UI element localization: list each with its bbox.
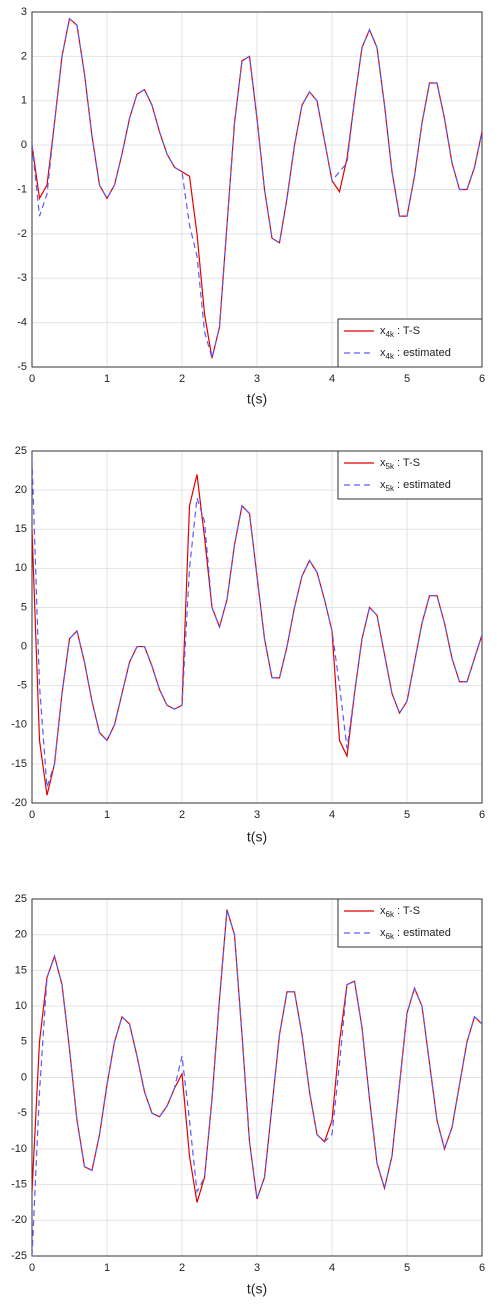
x-tick-label: 4 bbox=[329, 1262, 335, 1274]
legend-rest: : T-S bbox=[394, 325, 420, 337]
y-tick-label: 25 bbox=[15, 445, 27, 457]
y-tick-label: -5 bbox=[17, 1107, 27, 1119]
legend-var: x bbox=[380, 347, 386, 359]
legend-var: x bbox=[380, 479, 386, 491]
legend-box bbox=[337, 318, 483, 368]
x-tick-label: 1 bbox=[104, 809, 110, 821]
x-tick-label: 6 bbox=[479, 1262, 485, 1274]
y-tick-label: 3 bbox=[21, 6, 27, 18]
y-tick-label: 5 bbox=[21, 601, 27, 613]
y-tick-label: 15 bbox=[15, 523, 27, 535]
legend-var: x bbox=[380, 905, 386, 917]
legend-sub: 5k bbox=[386, 484, 395, 493]
series-line bbox=[32, 458, 482, 788]
legend-label: x4k : estimated bbox=[380, 347, 451, 361]
x-tick-label: 0 bbox=[29, 1262, 35, 1274]
series-line bbox=[32, 17, 482, 361]
legend-label: x5k : T-S bbox=[380, 457, 420, 471]
legend-sub: 4k bbox=[386, 352, 395, 361]
x-tick-label: 2 bbox=[179, 1262, 185, 1274]
x-tick-label: 1 bbox=[104, 373, 110, 385]
y-tick-label: 1 bbox=[21, 95, 27, 107]
axes-frame bbox=[31, 450, 483, 804]
y-tick-label: 10 bbox=[15, 562, 27, 574]
y-tick-label: -1 bbox=[17, 183, 27, 195]
x-tick-label: 5 bbox=[404, 809, 410, 821]
legend-var: x bbox=[380, 457, 386, 469]
y-tick-label: -15 bbox=[11, 758, 27, 770]
legend-sub: 6k bbox=[386, 932, 395, 941]
legend-sub: 5k bbox=[386, 462, 395, 471]
legend-box bbox=[337, 898, 483, 948]
y-tick-label: -15 bbox=[11, 1179, 27, 1191]
legend-rest: : estimated bbox=[394, 479, 451, 491]
legend-sub: 4k bbox=[386, 330, 395, 339]
x-axis-label: t(s) bbox=[247, 829, 267, 845]
axes-frame bbox=[31, 898, 483, 1257]
x-tick-label: 0 bbox=[29, 373, 35, 385]
y-tick-label: -3 bbox=[17, 272, 27, 284]
y-tick-label: 5 bbox=[21, 1036, 27, 1048]
x-tick-label: 1 bbox=[104, 1262, 110, 1274]
legend-rest: : T-S bbox=[394, 457, 420, 469]
x-axis-label: t(s) bbox=[247, 391, 267, 407]
legend-rest: : estimated bbox=[394, 927, 451, 939]
x-tick-label: 2 bbox=[179, 809, 185, 821]
x-tick-label: 4 bbox=[329, 373, 335, 385]
y-tick-label: -10 bbox=[11, 719, 27, 731]
y-tick-label: 20 bbox=[15, 929, 27, 941]
x-tick-label: 6 bbox=[479, 809, 485, 821]
y-tick-label: 2 bbox=[21, 50, 27, 62]
legend-label: x5k : estimated bbox=[380, 479, 451, 493]
x-axis-label: t(s) bbox=[247, 1281, 267, 1297]
y-tick-label: 0 bbox=[21, 139, 27, 151]
x-tick-label: 6 bbox=[479, 373, 485, 385]
y-tick-label: 25 bbox=[15, 893, 27, 905]
x-tick-label: 2 bbox=[179, 373, 185, 385]
x-tick-label: 5 bbox=[404, 1262, 410, 1274]
legend-box bbox=[337, 450, 483, 500]
x-tick-label: 3 bbox=[254, 809, 260, 821]
x-tick-label: 3 bbox=[254, 373, 260, 385]
y-tick-label: 20 bbox=[15, 484, 27, 496]
y-tick-label: -5 bbox=[17, 361, 27, 373]
legend-var: x bbox=[380, 325, 386, 337]
legend-label: x6k : estimated bbox=[380, 927, 451, 941]
y-tick-label: -20 bbox=[11, 1214, 27, 1226]
legend-rest: : T-S bbox=[394, 905, 420, 917]
legend-label: x6k : T-S bbox=[380, 905, 420, 919]
y-tick-label: -4 bbox=[17, 317, 27, 329]
legend-var: x bbox=[380, 927, 386, 939]
y-tick-label: 15 bbox=[15, 964, 27, 976]
legend-label: x4k : T-S bbox=[380, 325, 420, 339]
y-tick-label: -20 bbox=[11, 797, 27, 809]
y-tick-label: 10 bbox=[15, 1000, 27, 1012]
y-tick-label: -10 bbox=[11, 1143, 27, 1155]
legend-sub: 6k bbox=[386, 910, 395, 919]
y-tick-label: -5 bbox=[17, 680, 27, 692]
y-tick-label: 0 bbox=[21, 640, 27, 652]
y-tick-label: -25 bbox=[11, 1250, 27, 1262]
series-line bbox=[32, 909, 482, 1203]
legend-rest: : estimated bbox=[394, 347, 451, 359]
axes-frame bbox=[31, 11, 483, 368]
y-tick-label: 0 bbox=[21, 1071, 27, 1083]
x-tick-label: 5 bbox=[404, 373, 410, 385]
x-tick-label: 3 bbox=[254, 1262, 260, 1274]
y-tick-label: -2 bbox=[17, 228, 27, 240]
x-tick-label: 0 bbox=[29, 809, 35, 821]
x-tick-label: 4 bbox=[329, 809, 335, 821]
